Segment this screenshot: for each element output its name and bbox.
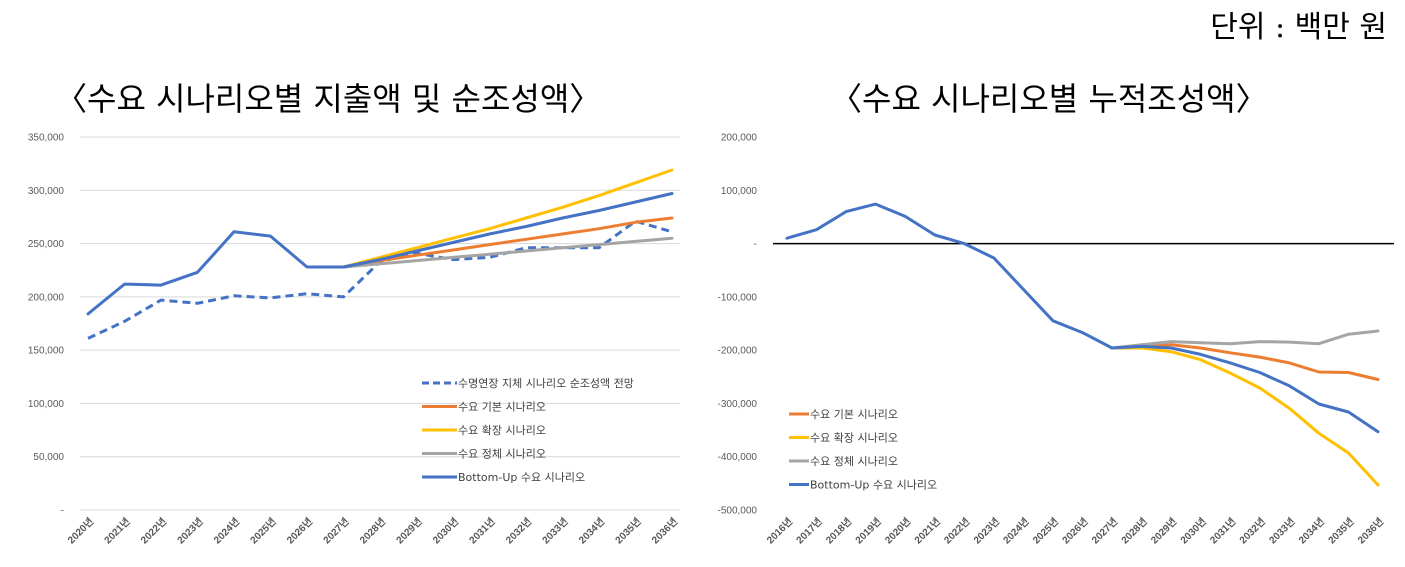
x-tick-label: 2028년 — [1118, 515, 1149, 546]
series-line — [86, 192, 674, 316]
series-line — [342, 168, 674, 269]
y-tick-label: -500,000 — [718, 506, 758, 517]
x-tick-label: 2032년 — [1236, 515, 1267, 546]
x-tick-label: 2031년 — [466, 515, 497, 546]
unit-label: 단위 : 백만 원 — [1210, 10, 1387, 45]
x-tick-label: 2022년 — [941, 515, 972, 546]
x-tick-label: 2025년 — [247, 515, 278, 546]
x-tick-label: 2034년 — [576, 515, 607, 546]
legend-label: 수요 기본 시나리오 — [810, 408, 898, 421]
x-tick-label: 2026년 — [284, 515, 315, 546]
x-tick-label: 2030년 — [1177, 515, 1208, 546]
y-tick-label: -100,000 — [718, 292, 758, 303]
y-tick-label: 200,000 — [721, 133, 758, 144]
y-tick-label: 150,000 — [28, 346, 65, 357]
x-tick-label: 2029년 — [393, 515, 424, 546]
legend-label: 수요 정체 시나리오 — [458, 448, 546, 461]
x-tick-label: 2032년 — [503, 515, 534, 546]
x-tick-label: 2019년 — [852, 515, 883, 546]
y-tick-label: - — [61, 506, 64, 517]
series-line — [785, 202, 1380, 434]
x-tick-label: 2028년 — [357, 515, 388, 546]
legend-label: Bottom-Up 수요 시나리오 — [458, 471, 585, 484]
x-tick-label: 2016년 — [764, 515, 795, 546]
y-tick-label: -400,000 — [718, 452, 758, 463]
x-tick-label: 2027년 — [320, 515, 351, 546]
x-tick-label: 2030년 — [430, 515, 461, 546]
x-tick-label: 2033년 — [1266, 515, 1297, 546]
y-tick-label: 100,000 — [28, 399, 65, 410]
chart-left: - 50,000 100,000 150,000 200,000 250,000 300,0… — [28, 133, 680, 547]
y-tick-label: - — [754, 239, 757, 250]
y-tick-label: 250,000 — [28, 239, 65, 250]
legend-label: 수요 정체 시나리오 — [810, 455, 898, 468]
x-tick-label: 2017년 — [793, 515, 824, 546]
x-tick-label: 2036년 — [1355, 515, 1386, 546]
y-tick-label: 300,000 — [28, 186, 65, 197]
y-tick-label: -200,000 — [718, 346, 758, 357]
y-tick-label: 350,000 — [28, 133, 65, 144]
chart-title-left: 〈수요 시나리오별 지출액 및 순조성액〉 — [55, 80, 602, 118]
legend-label: 수요 확장 시나리오 — [810, 432, 898, 445]
chart-right: -500,000-400,000-300,000-200,000-100,000… — [718, 133, 1394, 546]
x-tick-label: 2026년 — [1059, 515, 1090, 546]
x-tick-label: 2023년 — [174, 515, 205, 546]
x-tick-label: 2031년 — [1207, 515, 1238, 546]
series-line — [342, 236, 674, 269]
x-tick-label: 2024년 — [211, 515, 242, 546]
x-tick-label: 2024년 — [1000, 515, 1031, 546]
y-tick-label: 200,000 — [28, 292, 65, 303]
y-tick-label: 100,000 — [721, 186, 758, 197]
series-line — [1110, 329, 1380, 350]
x-tick-label: 2021년 — [911, 515, 942, 546]
x-tick-label: 2021년 — [101, 515, 132, 546]
legend-label: Bottom-Up 수요 시나리오 — [810, 479, 937, 492]
legend-label: 수요 기본 시나리오 — [458, 401, 546, 414]
x-tick-label: 2020년 — [882, 515, 913, 546]
series-line — [1110, 346, 1380, 487]
x-tick-label: 2034년 — [1296, 515, 1327, 546]
y-tick-label: 50,000 — [33, 452, 64, 463]
x-tick-label: 2020년 — [65, 515, 96, 546]
series-line — [342, 216, 674, 269]
legend-label: 수요 확장 시나리오 — [458, 424, 546, 437]
x-tick-label: 2025년 — [1030, 515, 1061, 546]
y-tick-label: -300,000 — [718, 399, 758, 410]
x-tick-label: 2033년 — [539, 515, 570, 546]
x-tick-label: 2022년 — [138, 515, 169, 546]
x-tick-label: 2023년 — [971, 515, 1002, 546]
x-tick-label: 2036년 — [649, 515, 680, 546]
x-tick-label: 2029년 — [1148, 515, 1179, 546]
legend-label: 수명연장 지체 시나리오 순조성액 전망 — [458, 377, 634, 390]
chart-title-right: 〈수요 시나리오별 누적조성액〉 — [830, 80, 1268, 118]
x-tick-label: 2018년 — [823, 515, 854, 546]
x-tick-label: 2027년 — [1089, 515, 1120, 546]
x-tick-label: 2035년 — [612, 515, 643, 546]
x-tick-label: 2035년 — [1325, 515, 1356, 546]
